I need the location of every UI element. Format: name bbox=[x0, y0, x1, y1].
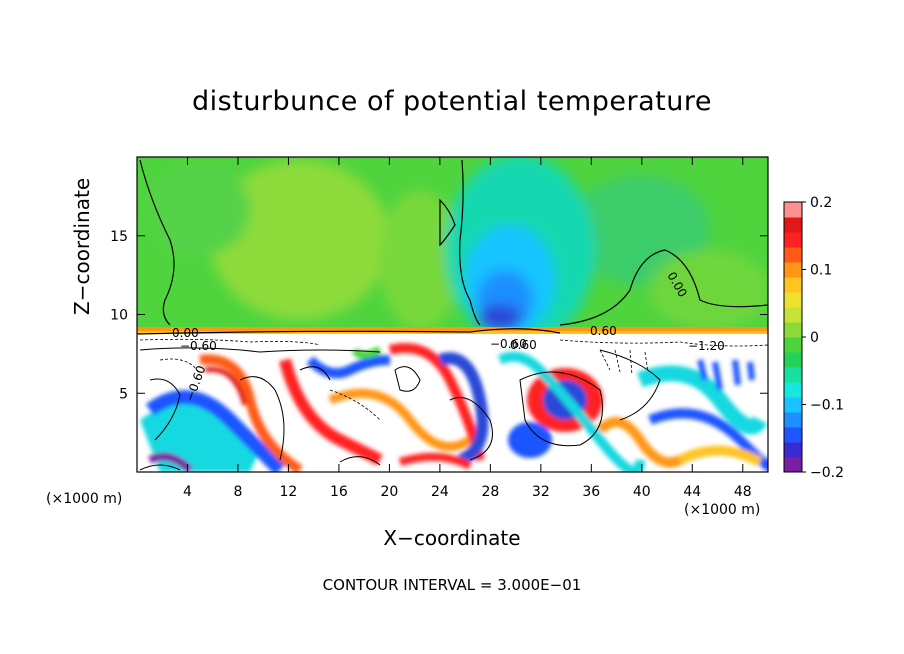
x-tick-label: 20 bbox=[380, 484, 398, 500]
x-tick-label: 16 bbox=[330, 484, 348, 500]
x-axis-label-text: X−coordinate bbox=[383, 526, 521, 550]
colorbar-tick-label: 0 bbox=[810, 330, 819, 346]
colorbar-swatch bbox=[784, 322, 802, 338]
colorbar-swatch bbox=[784, 202, 802, 218]
chart-title: disturbunce of potential temperature bbox=[192, 86, 712, 117]
x-tick-label: 48 bbox=[734, 484, 752, 500]
colorbar: 0.2 0.1 0 −0.1 −0.2 bbox=[783, 195, 844, 481]
colorbar-swatch bbox=[784, 217, 802, 233]
contour-label: 0.00 bbox=[172, 326, 199, 340]
contour-label: −0.60 bbox=[490, 337, 527, 351]
colorbar-swatch bbox=[784, 442, 802, 458]
colorbar-tick-label: −0.1 bbox=[810, 398, 844, 414]
plot-area bbox=[137, 157, 768, 472]
colorbar-swatch bbox=[784, 307, 802, 323]
colorbar-swatch bbox=[784, 262, 802, 278]
contour-label: 0.60 bbox=[510, 338, 537, 352]
colorbar-swatch bbox=[784, 367, 802, 383]
colorbar-swatch bbox=[784, 397, 802, 413]
x-tick-label: 4 bbox=[183, 484, 192, 500]
colorbar-swatch bbox=[784, 352, 802, 368]
x-tick-label: 24 bbox=[431, 484, 449, 500]
colorbar-swatch bbox=[784, 232, 802, 248]
x-tick-label: 8 bbox=[233, 484, 242, 500]
contour-interval-note: CONTOUR INTERVAL = 3.000E−01 bbox=[322, 576, 582, 594]
colorbar-swatch bbox=[784, 427, 802, 443]
colorbar-tick-label: 0.1 bbox=[810, 263, 832, 279]
colorbar-tick-label: −0.2 bbox=[810, 465, 844, 481]
y-axis-unit: (×1000 m) bbox=[46, 491, 123, 507]
x-tick-label: 40 bbox=[633, 484, 651, 500]
colorbar-swatch bbox=[784, 277, 802, 293]
colorbar-swatch bbox=[784, 457, 802, 473]
contour-label: 0.60 bbox=[590, 324, 617, 338]
contour-label: −0.60 bbox=[180, 339, 217, 353]
y-tick-label: 15 bbox=[110, 229, 128, 245]
colorbar-swatch bbox=[784, 247, 802, 263]
x-tick-label: 12 bbox=[280, 484, 298, 500]
colorbar-tick-label: 0.2 bbox=[810, 195, 832, 211]
colorbar-swatch bbox=[784, 382, 802, 398]
x-tick-label: 44 bbox=[683, 484, 701, 500]
x-tick-label: 32 bbox=[532, 484, 550, 500]
y-tick-label: 5 bbox=[119, 386, 128, 402]
x-axis-unit: (×1000 m) bbox=[684, 502, 761, 518]
x-axis: 4 8 12 16 20 24 28 32 36 40 44 48 bbox=[183, 157, 752, 500]
y-axis: 5 10 15 bbox=[110, 229, 768, 402]
x-axis-label: X−coordinate bbox=[0, 526, 904, 550]
colorbar-swatch bbox=[784, 412, 802, 428]
y-tick-label: 10 bbox=[110, 308, 128, 324]
x-tick-label: 28 bbox=[481, 484, 499, 500]
x-tick-label: 36 bbox=[582, 484, 600, 500]
colorbar-swatch bbox=[784, 337, 802, 353]
colorbar-swatch bbox=[784, 292, 802, 308]
contour-label: −1.20 bbox=[688, 339, 725, 353]
